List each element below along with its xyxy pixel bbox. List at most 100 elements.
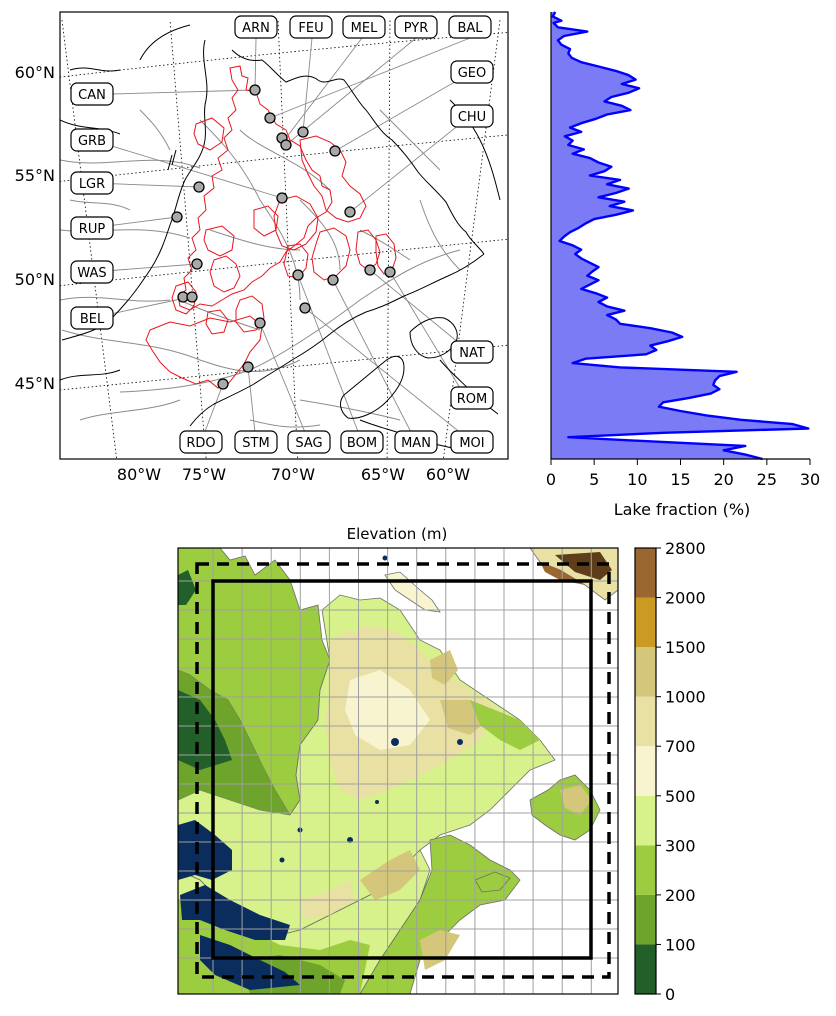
svg-text:NAT: NAT — [459, 346, 485, 361]
lake-fraction-line — [551, 11, 810, 461]
colorbar-tick-label: 2800 — [665, 539, 706, 558]
lake-fraction-area — [551, 12, 809, 459]
latitude-labels: 60°N 55°N 50°N 45°N — [15, 63, 55, 393]
gauge-marker — [193, 181, 205, 193]
coastline — [60, 24, 501, 453]
station-box-rom: ROM — [450, 386, 494, 410]
colorbar-tick-label: 500 — [665, 787, 696, 806]
gauge-marker — [292, 269, 304, 281]
svg-text:RDO: RDO — [186, 436, 215, 451]
svg-text:ARN: ARN — [242, 21, 270, 36]
rivers — [60, 109, 461, 428]
gauge-marker — [299, 302, 311, 314]
station-labels: ARN FEU MEL PYR BAL CAN GRB LGR RUP WAS BEL GEO CHU N… — [70, 15, 494, 454]
station-box-feu: FEU — [289, 15, 333, 39]
station-box-bel: BEL — [70, 306, 114, 330]
colorbar-segment — [635, 746, 656, 796]
station-box-rdo: RDO — [179, 430, 223, 454]
svg-text:LGR: LGR — [79, 177, 105, 192]
colorbar-tick-label: 200 — [665, 886, 696, 905]
lake-fraction-plot — [551, 11, 810, 461]
colorbar-tick-label: 0 — [665, 985, 675, 1004]
colorbar-tick-label: 1500 — [665, 638, 706, 657]
elevation-map: Elevation (m) — [177, 525, 706, 1004]
station-box-bal: BAL — [448, 15, 492, 39]
lake-fraction-chart: 0 5 10 15 20 25 30 Lake fraction (%) — [546, 11, 820, 519]
gauge-marker — [191, 258, 203, 270]
colorbar-segment — [635, 548, 656, 598]
station-box-pyr: PYR — [394, 15, 438, 39]
gauge-marker — [276, 192, 288, 204]
svg-text:CAN: CAN — [78, 88, 106, 103]
station-box-can: CAN — [70, 82, 114, 106]
station-box-nat: NAT — [450, 340, 494, 364]
elevation-title: Elevation (m) — [347, 525, 448, 543]
gauge-markers — [171, 84, 396, 390]
colorbar-segment — [635, 845, 656, 895]
gauge-marker — [249, 84, 261, 96]
outer-domain-box — [195, 562, 611, 979]
station-box-sag: SAG — [287, 430, 331, 454]
svg-text:SAG: SAG — [295, 436, 322, 451]
lake-x-tick-label: 15 — [670, 470, 690, 489]
colorbar-segment — [635, 696, 656, 747]
land-region — [359, 834, 521, 994]
elevation-colorbar: 0 100 200 300 500 700 1000 1500 2000 2800 — [634, 539, 706, 1004]
gauge-marker — [264, 112, 276, 124]
station-box-bom: BOM — [340, 430, 384, 454]
colorbar-tick-label: 2000 — [665, 589, 706, 608]
lake-x-tick-label: 20 — [713, 470, 733, 489]
svg-text:WAS: WAS — [77, 266, 106, 281]
station-box-chu: CHU — [450, 104, 494, 128]
svg-text:MAN: MAN — [401, 436, 431, 451]
svg-text:BEL: BEL — [80, 312, 105, 327]
svg-text:MEL: MEL — [351, 21, 378, 36]
colorbar-segment — [635, 647, 656, 697]
gauge-marker — [254, 317, 266, 329]
lake-x-label: Lake fraction (%) — [614, 500, 751, 519]
colorbar-segment — [635, 597, 656, 648]
station-box-arn: ARN — [234, 15, 278, 39]
gauge-marker — [327, 274, 339, 286]
lon-label: 75°W — [182, 465, 226, 484]
svg-text:BAL: BAL — [457, 21, 483, 36]
colorbar-tick-label: 100 — [665, 935, 696, 954]
lat-label: 45°N — [15, 374, 55, 393]
colorbar-segment — [635, 795, 656, 846]
elevation-detail — [178, 552, 612, 994]
colorbar-segment — [635, 944, 656, 994]
station-box-grb: GRB — [70, 128, 114, 152]
lon-label: 65°W — [361, 465, 405, 484]
lat-label: 55°N — [15, 166, 55, 185]
gauge-marker — [364, 264, 376, 276]
svg-text:MOI: MOI — [459, 436, 484, 451]
svg-text:PYR: PYR — [404, 21, 429, 36]
lon-label: 70°W — [271, 465, 315, 484]
gauge-marker — [280, 139, 292, 151]
station-box-mel: MEL — [342, 15, 386, 39]
lon-label: 80°W — [117, 465, 161, 484]
gauge-marker — [186, 291, 198, 303]
svg-text:BOM: BOM — [347, 436, 377, 451]
lat-label: 50°N — [15, 270, 55, 289]
basin-map: ARN FEU MEL PYR BAL CAN GRB LGR RUP WAS BEL GEO CHU N… — [15, 11, 509, 484]
gauge-marker — [384, 266, 396, 278]
longitude-labels: 80°W 75°W 70°W 65°W 60°W — [117, 465, 470, 484]
colorbar-tick-label: 1000 — [665, 688, 706, 707]
land-region — [474, 871, 511, 893]
colorbar-tick-label: 300 — [665, 836, 696, 855]
inner-domain-box — [211, 579, 593, 960]
gauge-marker — [171, 211, 183, 223]
station-box-moi: MOI — [450, 430, 494, 454]
svg-text:STM: STM — [242, 436, 269, 451]
station-box-man: MAN — [394, 430, 438, 454]
svg-text:GEO: GEO — [458, 66, 487, 81]
lon-label: 60°W — [426, 465, 470, 484]
station-box-lgr: LGR — [70, 171, 114, 195]
lake-x-tick-label: 30 — [800, 470, 820, 489]
svg-text:FEU: FEU — [298, 21, 323, 36]
svg-text:GRB: GRB — [78, 134, 106, 149]
station-box-geo: GEO — [450, 60, 494, 84]
gauge-marker — [217, 378, 229, 390]
